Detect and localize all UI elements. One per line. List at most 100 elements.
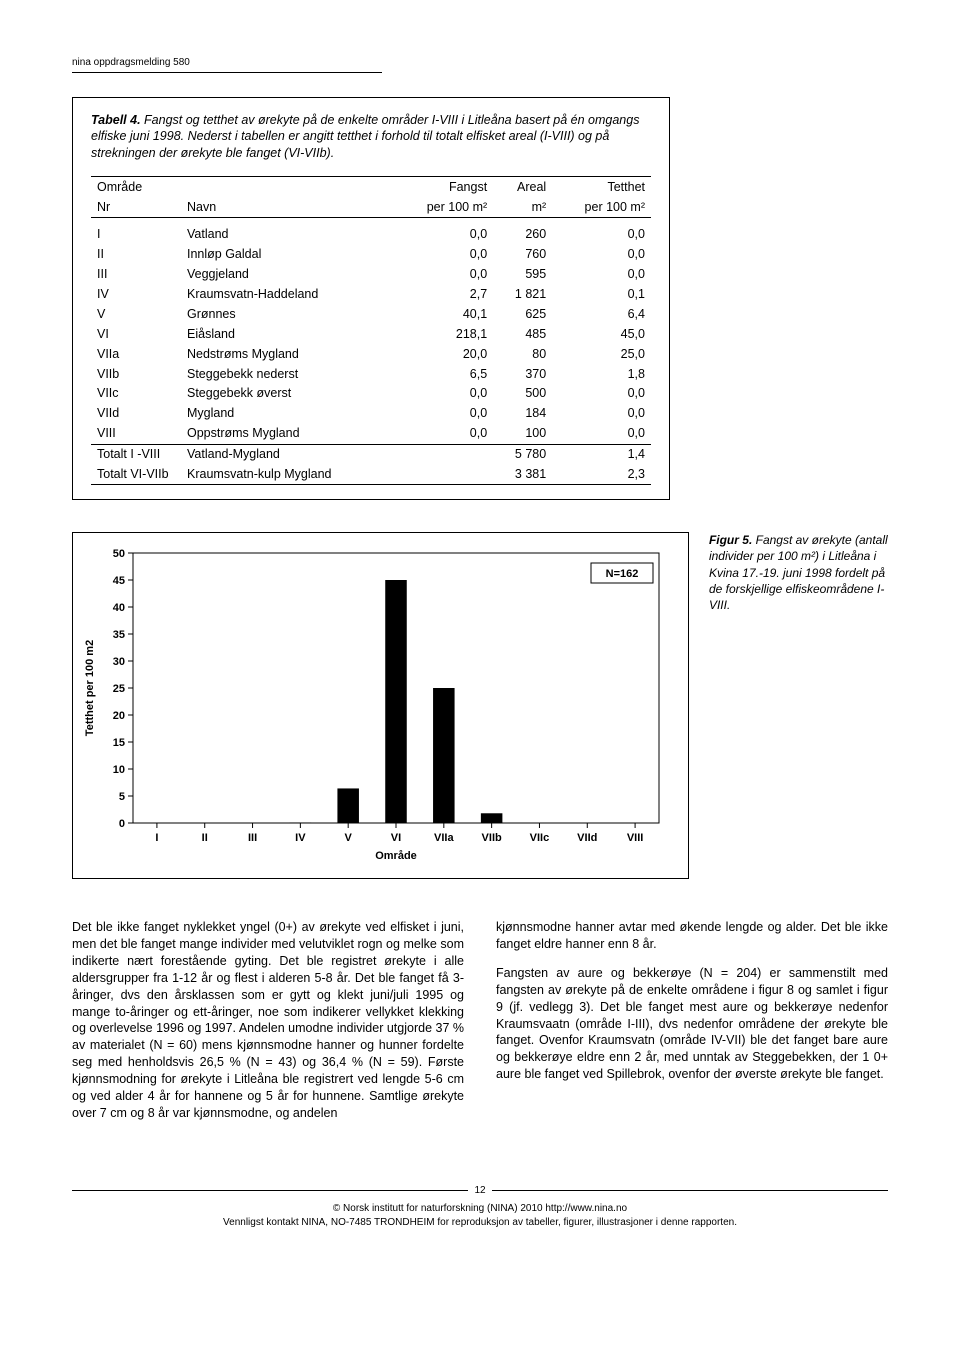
cell-areal: 370 [493,364,552,384]
cell-nr: II [91,245,181,265]
svg-text:III: III [248,832,257,844]
footer-rule-left [72,1190,468,1191]
cell-areal: 100 [493,424,552,444]
cell-density: 0,0 [552,265,651,285]
svg-text:VIId: VIId [577,832,597,844]
table-row: IIIVeggjeland0,05950,0 [91,265,651,285]
cell-name: Nedstrøms Mygland [181,344,394,364]
cell-nr: V [91,304,181,324]
svg-text:VIIa: VIIa [434,832,454,844]
svg-text:II: II [202,832,208,844]
cell-name: Steggebekk øverst [181,384,394,404]
body-text: Det ble ikke fanget nyklekket yngel (0+)… [72,919,888,1134]
cell-density: 1,4 [552,444,651,464]
cell-areal: 80 [493,344,552,364]
cell-density: 25,0 [552,344,651,364]
cell-catch: 218,1 [394,324,493,344]
svg-text:35: 35 [113,629,125,641]
cell-areal: 500 [493,384,552,404]
page-footer: 12 © Norsk institutt for naturforskning … [72,1184,888,1230]
svg-text:25: 25 [113,683,125,695]
body-right-p1: kjønnsmodne hanner avtar med økende leng… [496,919,888,953]
cell-nr: VIII [91,424,181,444]
table-caption: Tabell 4. Fangst og tetthet av ørekyte p… [91,112,651,163]
svg-text:40: 40 [113,602,125,614]
cell-name: Oppstrøms Mygland [181,424,394,444]
cell-density: 0,0 [552,404,651,424]
table-row: VIIbSteggebekk nederst6,53701,8 [91,364,651,384]
table-caption-lead: Tabell 4. [91,113,141,127]
table-row: VIIcSteggebekk øverst0,05000,0 [91,384,651,404]
svg-text:5: 5 [119,791,125,803]
table-row: VIEiåsland218,148545,0 [91,324,651,344]
cell-catch [394,464,493,484]
th-catch: Fangst [394,177,493,197]
cell-catch: 6,5 [394,364,493,384]
footer-line-2: Vennligst kontakt NINA, NO-7485 TRONDHEI… [72,1216,888,1230]
svg-text:Tetthet per 100 m2: Tetthet per 100 m2 [84,640,96,736]
figure-5-chart: 05101520253035404550IIIIIIIVVVIVIIaVIIbV… [72,532,689,879]
cell-density: 0,1 [552,285,651,305]
cell-catch [394,444,493,464]
svg-text:IV: IV [295,832,306,844]
cell-catch: 2,7 [394,285,493,305]
bar-chart-svg: 05101520253035404550IIIIIIIVVVIVIIaVIIbV… [79,545,669,865]
cell-nr: VIIa [91,344,181,364]
cell-density: 45,0 [552,324,651,344]
cell-density: 2,3 [552,464,651,484]
cell-areal: 760 [493,245,552,265]
cell-areal: 485 [493,324,552,344]
cell-catch: 0,0 [394,384,493,404]
cell-catch: 0,0 [394,265,493,285]
table-caption-text: Fangst og tetthet av ørekyte på de enkel… [91,113,639,161]
cell-name: Steggebekk nederst [181,364,394,384]
cell-areal: 625 [493,304,552,324]
svg-text:0: 0 [119,818,125,830]
svg-text:45: 45 [113,575,125,587]
th-areal: Areal [493,177,552,197]
cell-name: Veggjeland [181,265,394,285]
table-4: Tabell 4. Fangst og tetthet av ørekyte p… [72,97,670,501]
cell-areal: 260 [493,225,552,245]
cell-areal: 5 780 [493,444,552,464]
cell-catch: 20,0 [394,344,493,364]
th-name: Navn [181,197,394,217]
cell-nr: VI [91,324,181,344]
table-row: VIIIOppstrøms Mygland0,01000,0 [91,424,651,444]
th-nr: Nr [91,197,181,217]
cell-nr: VIIb [91,364,181,384]
cell-density: 6,4 [552,304,651,324]
svg-text:Område: Område [375,850,417,862]
page-number: 12 [474,1184,485,1198]
cell-name: Vatland-Mygland [181,444,394,464]
th-area: Område [91,177,181,197]
cell-density: 0,0 [552,384,651,404]
table-total-row: Totalt I -VIIIVatland-Mygland5 7801,4 [91,444,651,464]
cell-catch: 0,0 [394,424,493,444]
cell-catch: 40,1 [394,304,493,324]
data-table: Område Fangst Areal Tetthet Nr Navn per … [91,176,651,485]
cell-nr: Totalt VI-VIIb [91,464,181,484]
cell-areal: 595 [493,265,552,285]
svg-text:15: 15 [113,737,125,749]
cell-density: 0,0 [552,245,651,265]
table-row: VIIaNedstrøms Mygland20,08025,0 [91,344,651,364]
footer-line-1: © Norsk institutt for naturforskning (NI… [72,1202,888,1216]
cell-name: Eiåsland [181,324,394,344]
svg-text:V: V [345,832,353,844]
table-row: VGrønnes40,16256,4 [91,304,651,324]
svg-text:20: 20 [113,710,125,722]
cell-catch: 0,0 [394,225,493,245]
svg-text:50: 50 [113,548,125,560]
svg-text:VIIc: VIIc [530,832,550,844]
cell-areal: 3 381 [493,464,552,484]
th-areal-unit: m² [493,197,552,217]
th-density: Tetthet [552,177,651,197]
cell-density: 0,0 [552,424,651,444]
svg-text:VIII: VIII [627,832,644,844]
cell-name: Kraumsvatn-Haddeland [181,285,394,305]
svg-text:N=162: N=162 [606,568,639,580]
body-right-p2: Fangsten av aure og bekkerøye (N = 204) … [496,965,888,1083]
page-header: nina oppdragsmelding 580 [72,56,382,73]
svg-text:I: I [155,832,158,844]
